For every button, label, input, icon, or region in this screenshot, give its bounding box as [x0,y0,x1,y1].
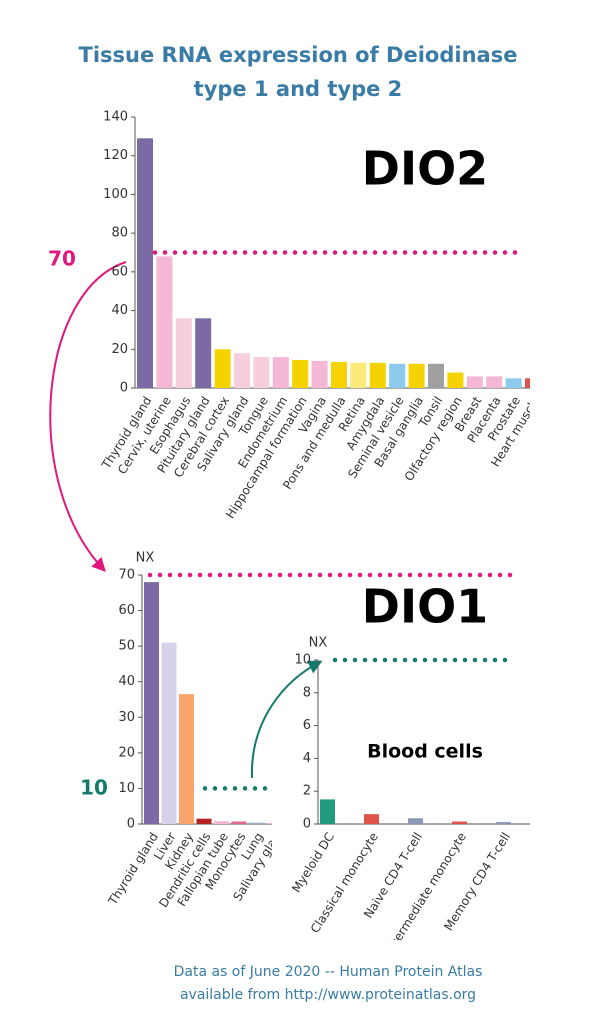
bar [320,799,335,824]
bar [311,360,328,388]
bar [292,359,309,388]
bar [144,582,159,824]
y-tick-label: 40 [118,674,135,689]
bar [496,822,511,824]
bar [266,822,272,824]
arrow [250,660,323,779]
y-axis-label: NX [136,551,155,566]
footer: available from http://www.proteinatlas.o… [180,987,476,1003]
bar [137,138,153,388]
y-tick-label: 8 [303,685,311,700]
bar [214,349,231,388]
y-tick-label: 0 [303,817,311,832]
y-tick-label: 10 [118,781,135,796]
y-tick-label: 60 [111,264,128,279]
bar [505,378,522,388]
bar [428,363,444,388]
bar [249,822,264,824]
bar [234,353,250,388]
bar [214,821,229,824]
arrow [49,261,127,573]
bar [389,363,406,388]
chart-title: DIO2 [362,142,488,196]
bar [231,821,247,824]
reference-label: 10 [80,776,108,800]
bar [272,357,289,388]
x-tick-label: Myeloid DC [289,830,337,895]
chart-title: Blood cells [367,741,483,763]
bar [466,376,483,388]
bar [447,372,464,388]
y-tick-label: 40 [111,303,128,318]
y-tick-label: 30 [118,710,135,725]
bar [408,818,423,824]
bar [369,362,386,388]
bar [175,318,192,388]
y-tick-label: 60 [118,603,135,618]
bar [161,642,177,824]
bar [452,821,467,824]
bar [331,361,347,388]
bar [364,814,379,824]
x-tick-label: Thyroid gland [105,830,161,908]
bar [253,357,270,388]
y-tick-label: 0 [120,381,128,396]
reference-label: 70 [48,247,76,271]
chart-title: DIO1 [362,580,488,634]
y-tick-label: 50 [118,639,135,654]
y-tick-label: 20 [111,342,128,357]
bar [156,256,173,388]
y-tick-label: 70 [118,568,135,583]
bar [544,380,560,388]
bar [564,380,580,388]
x-tick-label: Midb [535,394,562,426]
y-tick-label: 0 [127,817,135,832]
x-tick-label: Intermediate monocyte [382,830,469,957]
y-tick-label: 140 [103,110,128,125]
y-tick-label: 80 [111,226,128,241]
x-tick-label: Sk [562,394,582,414]
bar [196,818,212,824]
y-tick-label: 10 [294,653,311,668]
x-tick-label: R [541,830,557,844]
y-axis-label: NX [309,636,328,651]
y-tick-label: 120 [103,148,128,163]
bar [195,318,212,388]
page-title: Tissue RNA expression of Deiodinase [79,43,518,67]
y-tick-label: 100 [103,187,128,202]
bar [525,378,530,388]
footer: Data as of June 2020 -- Human Protein At… [174,964,483,980]
y-tick-label: 2 [303,784,311,799]
bar [350,362,367,388]
bar [408,363,425,388]
bar [486,376,503,388]
y-tick-label: 20 [118,745,135,760]
page-title: type 1 and type 2 [194,77,403,101]
bar [179,694,194,824]
bar [540,822,555,824]
y-tick-label: 4 [303,751,311,766]
y-tick-label: 6 [303,718,311,733]
